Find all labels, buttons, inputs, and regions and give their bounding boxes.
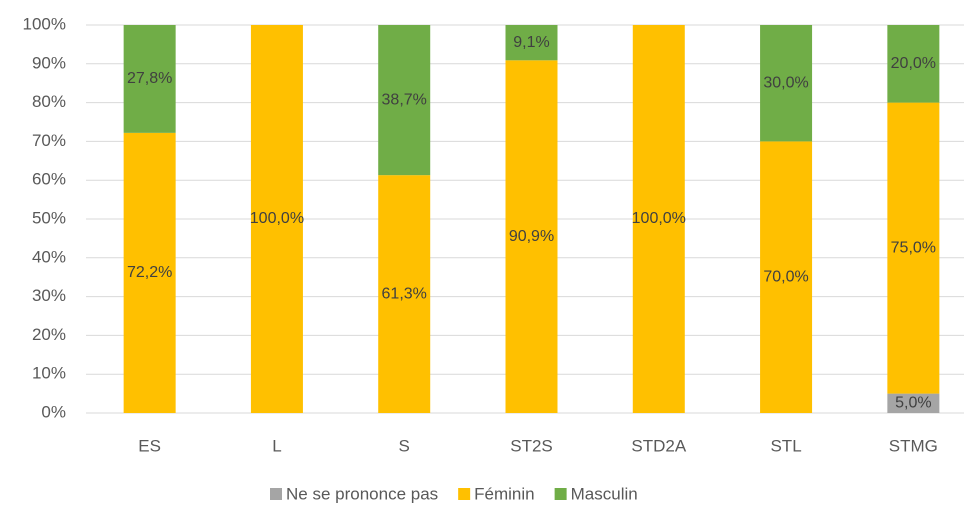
y-tick-label: 100% <box>23 14 66 33</box>
y-tick-label: 40% <box>32 247 66 266</box>
y-tick-label: 0% <box>41 402 66 421</box>
bar-segment <box>123 25 176 133</box>
bar-segment <box>760 25 813 142</box>
y-tick-label: 80% <box>32 92 66 111</box>
bar-segment <box>887 25 940 103</box>
y-tick-label: 10% <box>32 364 66 383</box>
data-label: 9,1% <box>513 34 549 51</box>
x-tick-label: STD2A <box>631 436 686 455</box>
data-label: 30,0% <box>763 74 808 91</box>
data-label: 75,0% <box>891 239 936 256</box>
x-tick-label: STL <box>770 436 801 455</box>
bar-segment <box>378 25 431 176</box>
bar-segment <box>250 25 303 413</box>
bar-segment <box>632 25 685 413</box>
y-tick-label: 60% <box>32 170 66 189</box>
x-tick-label: STMG <box>889 436 938 455</box>
legend-label: Ne se prononce pas <box>286 484 438 503</box>
x-tick-label: S <box>399 436 410 455</box>
bar-segment <box>505 25 558 61</box>
y-tick-label: 50% <box>32 208 66 227</box>
data-label: 100,0% <box>632 210 686 227</box>
data-label: 90,9% <box>509 228 554 245</box>
legend-label: Féminin <box>474 484 534 503</box>
x-tick-label: ES <box>138 436 161 455</box>
data-label: 100,0% <box>250 210 304 227</box>
y-tick-label: 30% <box>32 286 66 305</box>
bar-segment <box>887 393 940 413</box>
legend-swatch <box>458 488 471 500</box>
x-tick-label: L <box>272 436 281 455</box>
legend-label: Masculin <box>571 484 638 503</box>
data-label: 70,0% <box>763 268 808 285</box>
legend-swatch <box>554 488 567 500</box>
bar-segment <box>378 175 431 413</box>
data-label: 27,8% <box>127 70 172 87</box>
data-label: 72,2% <box>127 264 172 281</box>
data-label: 20,0% <box>891 55 936 72</box>
bar-segment <box>760 141 813 413</box>
bar-segment <box>887 102 940 394</box>
y-tick-label: 90% <box>32 53 66 72</box>
data-label: 5,0% <box>895 395 931 412</box>
bar-segment <box>505 60 558 414</box>
x-tick-label: ST2S <box>510 436 553 455</box>
data-label: 38,7% <box>382 91 427 108</box>
y-tick-label: 20% <box>32 325 66 344</box>
legend-swatch <box>270 488 282 500</box>
data-label: 61,3% <box>382 285 427 302</box>
y-tick-label: 70% <box>32 131 66 150</box>
bar-segment <box>123 132 176 413</box>
